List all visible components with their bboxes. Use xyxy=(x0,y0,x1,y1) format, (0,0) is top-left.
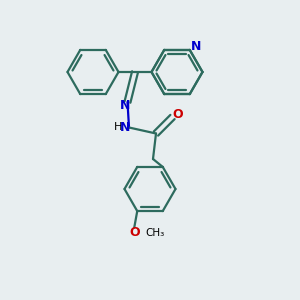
Text: CH₃: CH₃ xyxy=(146,228,165,238)
Text: H: H xyxy=(114,122,123,133)
Text: N: N xyxy=(190,40,201,53)
Text: N: N xyxy=(120,121,130,134)
Text: N: N xyxy=(120,99,130,112)
Text: O: O xyxy=(129,226,140,239)
Text: O: O xyxy=(172,108,183,121)
